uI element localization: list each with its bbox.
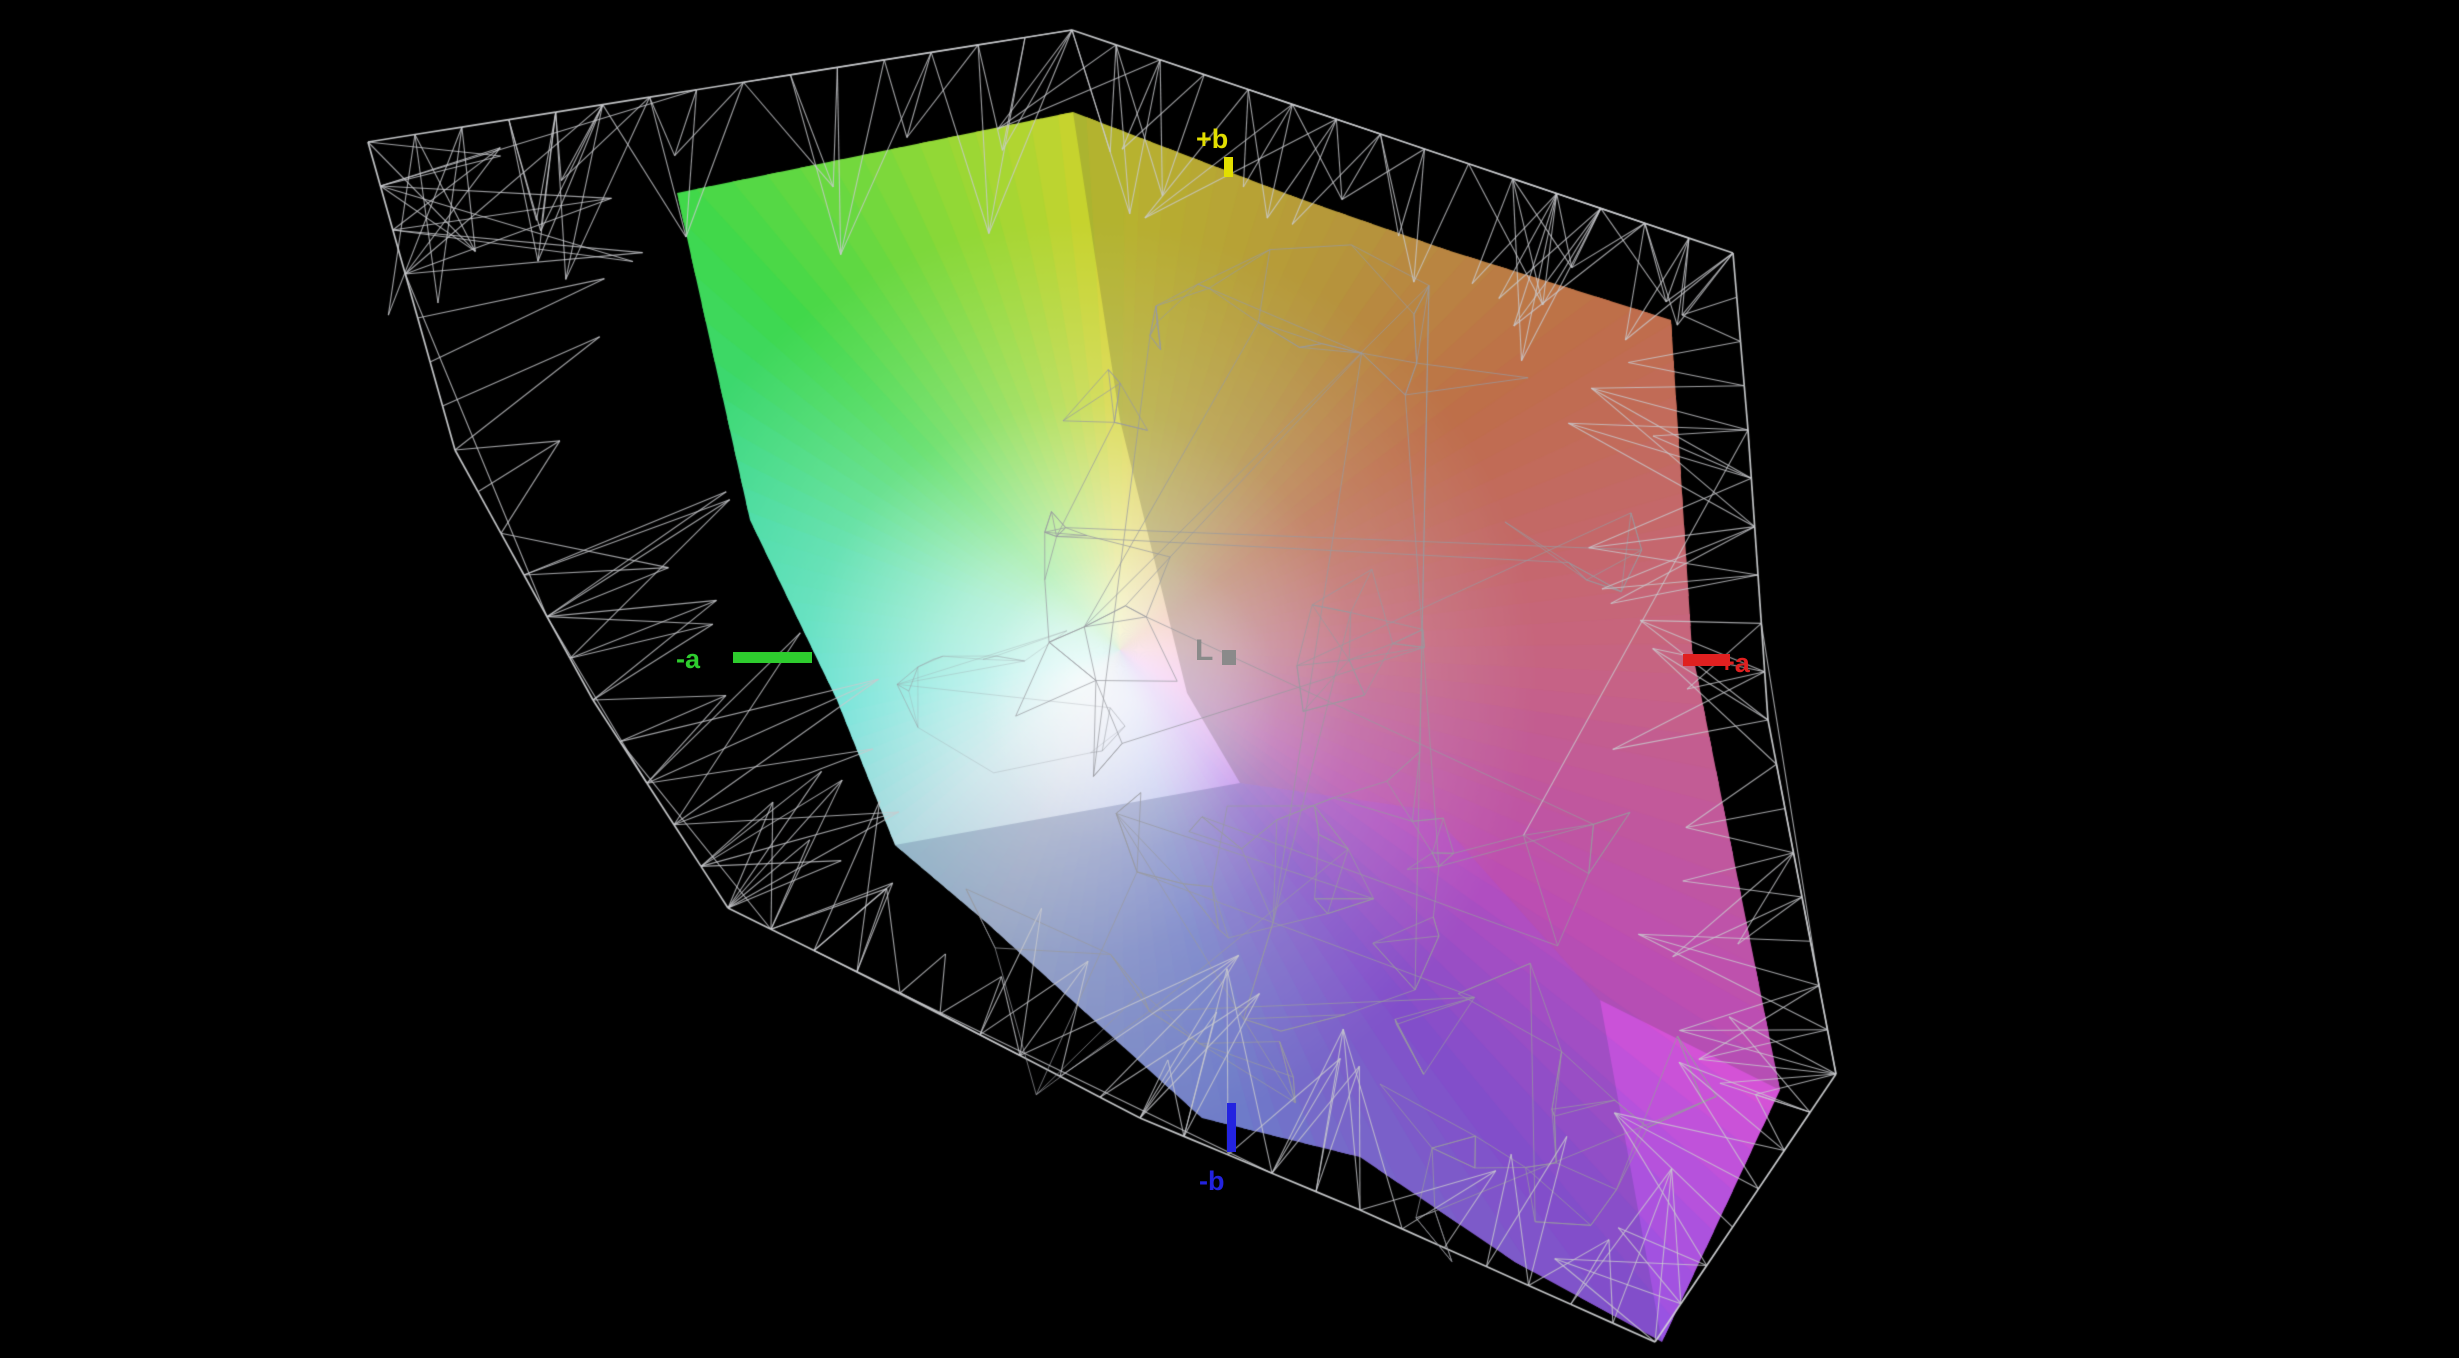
lightness-axis-tick bbox=[1222, 650, 1236, 665]
minus-b-axis-label: -b bbox=[1199, 1166, 1225, 1196]
minus-a-axis-tick bbox=[733, 652, 812, 663]
plus-b-axis-label: +b bbox=[1196, 124, 1229, 154]
plus-a-axis-tick bbox=[1683, 654, 1730, 666]
minus-b-axis-tick bbox=[1227, 1103, 1236, 1152]
lightness-axis-label: L bbox=[1195, 634, 1214, 667]
minus-a-axis-label: -a bbox=[676, 644, 701, 674]
plus-b-axis-tick bbox=[1224, 157, 1233, 177]
